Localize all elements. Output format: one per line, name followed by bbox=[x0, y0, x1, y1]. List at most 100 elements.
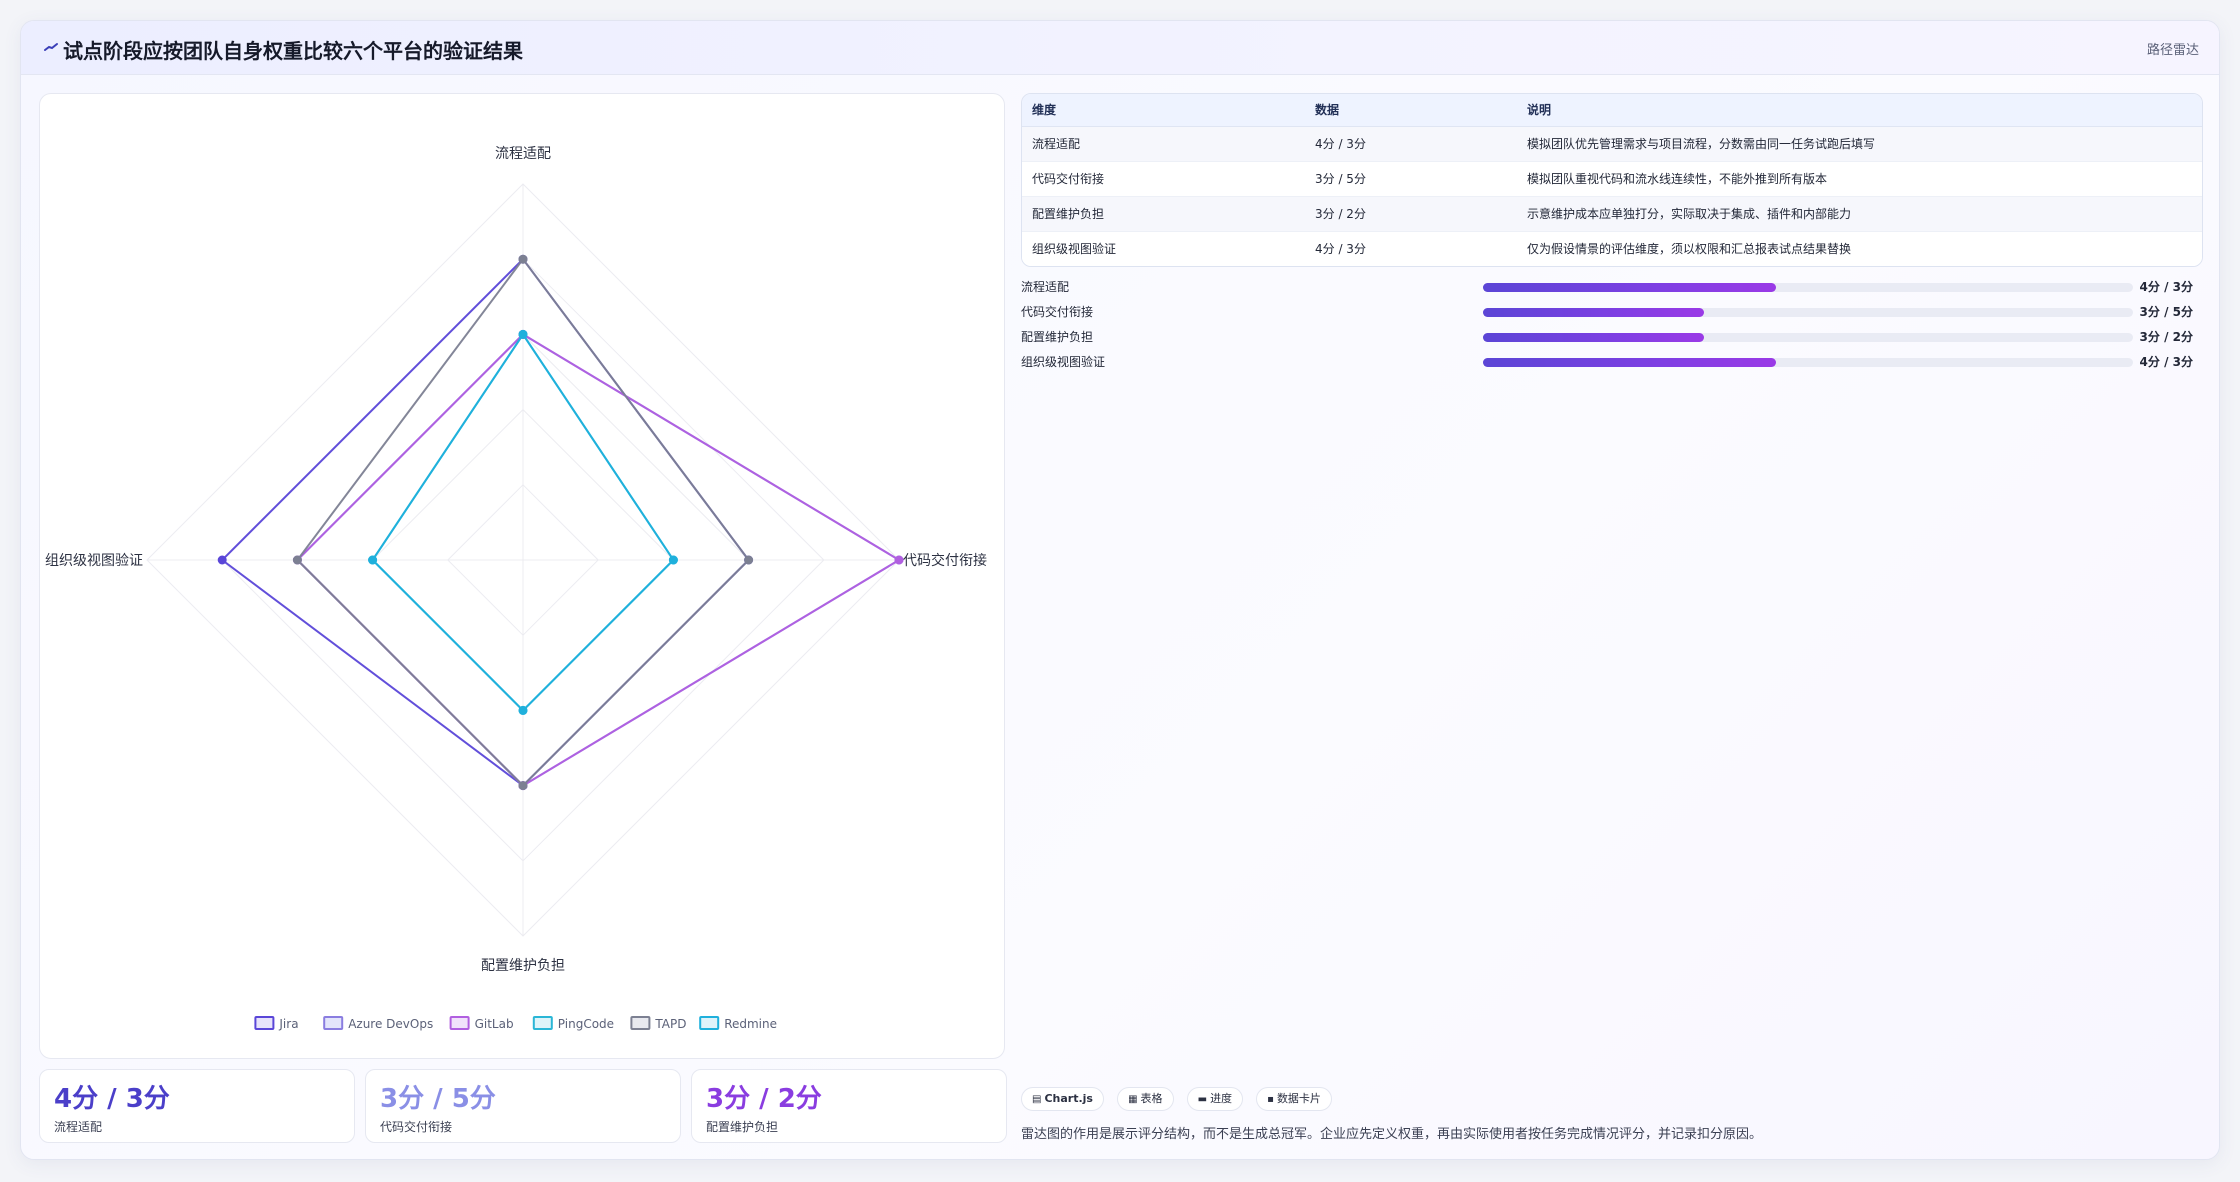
legend-item[interactable]: Jira bbox=[254, 1016, 299, 1031]
progress-value: 3分 / 5分 bbox=[2139, 305, 2193, 319]
table-cell: 示意维护成本应单独打分，实际取决于集成、插件和内部能力 bbox=[1517, 196, 2202, 232]
radar-point[interactable] bbox=[518, 781, 528, 791]
legend-item[interactable]: TAPD bbox=[630, 1016, 686, 1031]
table-cell: 代码交付衔接 bbox=[1022, 161, 1305, 197]
legend-swatch bbox=[254, 1016, 275, 1030]
radar-point[interactable] bbox=[518, 329, 528, 339]
legend-label: PingCode bbox=[558, 1017, 614, 1031]
radar-point[interactable] bbox=[292, 555, 302, 565]
progress-icon: ▬ bbox=[1197, 1094, 1208, 1105]
card-icon: ▪ bbox=[1267, 1094, 1274, 1105]
legend-swatch bbox=[630, 1016, 651, 1030]
table-cell: 模拟团队优先管理需求与项目流程，分数需由同一任务试跑后填写 bbox=[1517, 126, 2202, 162]
progress-fill bbox=[1483, 308, 1704, 317]
table-cell: 配置维护负担 bbox=[1022, 196, 1305, 232]
table-cell: 组织级视图验证 bbox=[1022, 231, 1305, 266]
radar-point[interactable] bbox=[217, 555, 227, 565]
table-row: 流程适配 4分 / 3分 模拟团队优先管理需求与项目流程，分数需由同一任务试跑后… bbox=[1022, 126, 2202, 162]
stat-value: 3分 / 5分 bbox=[380, 1084, 496, 1114]
progress-row: 代码交付衔接 3分 / 5分 bbox=[1021, 301, 2203, 321]
stat-value: 3分 / 2分 bbox=[706, 1084, 822, 1114]
legend-swatch bbox=[699, 1016, 720, 1030]
radar-axis-label: 流程适配 bbox=[495, 146, 551, 162]
progress-label: 配置维护负担 bbox=[1021, 330, 1094, 344]
radar-axis-label: 组织级视图验证 bbox=[45, 553, 143, 569]
radar-point[interactable] bbox=[894, 555, 904, 565]
radar-point[interactable] bbox=[744, 555, 754, 565]
column-header: 数据 bbox=[1305, 94, 1517, 127]
table-cell: 3分 / 2分 bbox=[1305, 196, 1517, 232]
progress-value: 4分 / 3分 bbox=[2139, 355, 2193, 369]
progress-label: 组织级视图验证 bbox=[1021, 355, 1106, 369]
progress-fill bbox=[1483, 283, 1776, 292]
legend-label: TAPD bbox=[654, 1017, 686, 1031]
chart-icon: ▤ bbox=[1032, 1094, 1042, 1105]
progress-label: 流程适配 bbox=[1021, 280, 1070, 294]
legend-label: Azure DevOps bbox=[348, 1017, 433, 1031]
legend-item[interactable]: PingCode bbox=[532, 1016, 614, 1031]
radar-point[interactable] bbox=[668, 555, 678, 565]
tech-chips: ▤ Chart.js ▦ 表格 ▬ 进度 ▪ 数据卡片 bbox=[1021, 1087, 1340, 1113]
dimension-table: 维度 数据 说明 流程适配 4分 / 3分 模拟团队优先管理需求与项目流程，分数… bbox=[1022, 94, 2202, 266]
table-cell: 仅为假设情景的评估维度，须以权限和汇总报表试点结果替换 bbox=[1517, 231, 2202, 266]
radar-point[interactable] bbox=[518, 254, 528, 264]
stat-label: 配置维护负担 bbox=[706, 1120, 779, 1134]
radar-chart-card: 流程适配代码交付衔接配置维护负担 组织级视图验证 Jira Azure DevOps… bbox=[39, 93, 1005, 1059]
progress-track bbox=[1483, 283, 2133, 292]
progress-fill bbox=[1483, 333, 1704, 342]
table-icon: ▦ bbox=[1128, 1094, 1138, 1105]
progress-label: 代码交付衔接 bbox=[1021, 305, 1094, 319]
stat-value: 4分 / 3分 bbox=[54, 1084, 170, 1114]
panel-header: 试点阶段应按团队自身权重比较六个平台的验证结果 路径雷达 bbox=[21, 21, 2219, 75]
radar-axis-label: 配置维护负担 bbox=[481, 958, 565, 974]
trend-line-icon bbox=[44, 43, 58, 51]
legend-label: Jira bbox=[278, 1017, 298, 1031]
table-cell: 3分 / 5分 bbox=[1305, 161, 1517, 197]
column-header: 维度 bbox=[1022, 94, 1305, 127]
table-cell: 流程适配 bbox=[1022, 126, 1305, 162]
chip-data-card[interactable]: ▪ 数据卡片 bbox=[1256, 1087, 1332, 1111]
footnote: 雷达图的作用是展示评分结构，而不是生成总冠军。企业应先定义权重，再由实际使用者按… bbox=[1021, 1127, 1763, 1142]
table-cell: 模拟团队重视代码和流水线连续性，不能外推到所有版本 bbox=[1517, 161, 2202, 197]
legend-swatch bbox=[323, 1016, 344, 1030]
legend-item[interactable]: Azure DevOps bbox=[323, 1016, 433, 1031]
chip-progress[interactable]: ▬ 进度 bbox=[1186, 1087, 1244, 1111]
table-cell: 4分 / 3分 bbox=[1305, 126, 1517, 162]
legend-item[interactable]: GitLab bbox=[449, 1016, 514, 1031]
column-header: 说明 bbox=[1517, 94, 2202, 127]
table-row: 代码交付衔接 3分 / 5分 模拟团队重视代码和流水线连续性，不能外推到所有版本 bbox=[1022, 161, 2202, 197]
progress-value: 4分 / 3分 bbox=[2139, 280, 2193, 294]
progress-track bbox=[1483, 358, 2133, 367]
legend-label: GitLab bbox=[475, 1017, 514, 1031]
radar-panel: 试点阶段应按团队自身权重比较六个平台的验证结果 路径雷达 流程适配 代码交付衔接配… bbox=[20, 20, 2220, 1160]
progress-value: 3分 / 2分 bbox=[2139, 330, 2193, 344]
legend-swatch bbox=[532, 1016, 553, 1030]
dimension-table-card: 维度 数据 说明 流程适配 4分 / 3分 模拟团队优先管理需求与项目流程，分数… bbox=[1021, 93, 2203, 267]
legend-swatch bbox=[449, 1016, 470, 1030]
progress-fill bbox=[1483, 358, 1776, 367]
progress-row: 配置维护负担 3分 / 2分 bbox=[1021, 326, 2203, 346]
page-title: 试点阶段应按团队自身权重比较六个平台的验证结果 bbox=[63, 39, 523, 63]
table-row: 组织级视图验证 4分 / 3分 仅为假设情景的评估维度，须以权限和汇总报表试点结… bbox=[1022, 231, 2202, 266]
stat-label: 代码交付衔接 bbox=[380, 1120, 453, 1134]
chip-table[interactable]: ▦ 表格 bbox=[1117, 1087, 1174, 1111]
stat-card: 4分 / 3分流程适配 bbox=[39, 1069, 355, 1143]
progress-track bbox=[1483, 308, 2133, 317]
chip-chartjs[interactable]: ▤ Chart.js bbox=[1021, 1087, 1104, 1111]
table-header-row: 维度 数据 说明 bbox=[1022, 94, 2202, 127]
progress-row: 流程适配 4分 / 3分 bbox=[1021, 276, 2203, 296]
stat-card: 3分 / 5分代码交付衔接 bbox=[365, 1069, 681, 1143]
progress-track bbox=[1483, 333, 2133, 342]
legend-label: Redmine bbox=[724, 1017, 777, 1031]
stat-card: 3分 / 2分配置维护负担 bbox=[691, 1069, 1007, 1143]
stat-label: 流程适配 bbox=[54, 1120, 103, 1134]
radar-point[interactable] bbox=[368, 555, 378, 565]
table-cell: 4分 / 3分 bbox=[1305, 231, 1517, 266]
progress-row: 组织级视图验证 4分 / 3分 bbox=[1021, 351, 2203, 371]
legend-item[interactable]: Redmine bbox=[699, 1016, 777, 1031]
radar-point[interactable] bbox=[518, 705, 528, 715]
table-row: 配置维护负担 3分 / 2分 示意维护成本应单独打分，实际取决于集成、插件和内部… bbox=[1022, 196, 2202, 232]
radar-axis-label: 代码交付衔接 bbox=[903, 552, 987, 569]
header-tag: 路径雷达 bbox=[2146, 43, 2199, 58]
